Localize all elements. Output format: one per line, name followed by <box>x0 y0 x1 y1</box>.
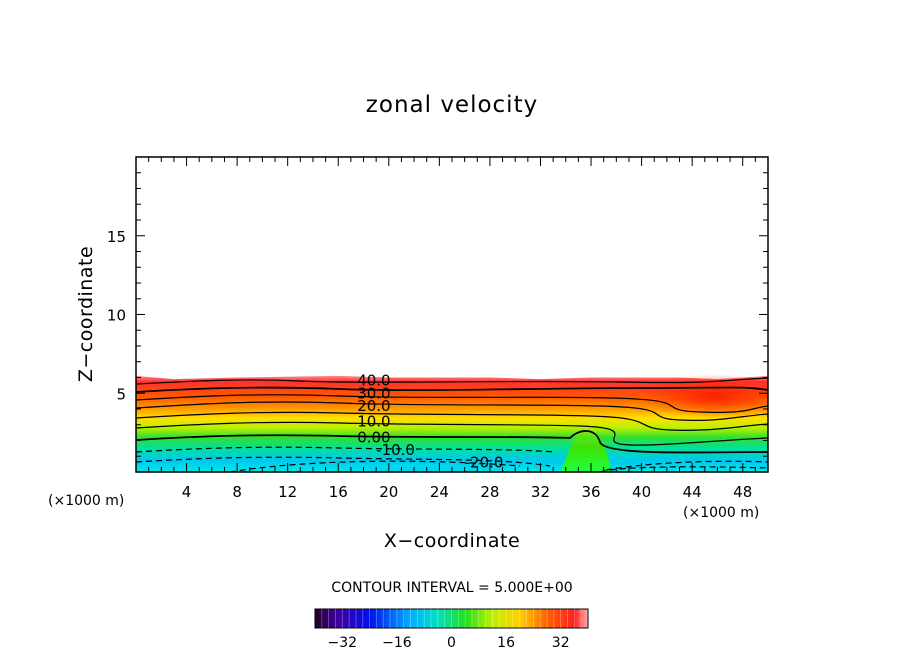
x-tick-label: 4 <box>182 483 192 501</box>
contour-label: 30.0 <box>357 384 390 402</box>
x-tick-label: 12 <box>278 483 297 501</box>
colorbar-tick-label: 32 <box>552 635 570 651</box>
y-tick-label: 15 <box>107 228 126 246</box>
x-tick-label: 32 <box>531 483 550 501</box>
x-unit-left: (×1000 m) <box>48 493 124 509</box>
x-axis-label: X−coordinate <box>384 530 520 552</box>
x-tick-label: 16 <box>329 483 348 501</box>
contour-line <box>136 456 551 467</box>
colorbar-tick-label: −32 <box>328 635 358 651</box>
x-axis: 4 8 12 16 20 24 28 32 36 40 44 48 <box>148 157 756 501</box>
contour-line <box>136 394 768 413</box>
y-tick-label: 5 <box>116 385 126 403</box>
contour-label: -10.0 <box>376 441 415 459</box>
x-tick-label: 48 <box>733 483 752 501</box>
colorbar: −32 −16 0 16 32 <box>314 608 589 651</box>
contour-label: 40.0 <box>357 372 390 390</box>
contour-labels: 40.030.020.010.00.00-10.0 -20.0 <box>357 372 503 472</box>
contour-interval-text: CONTOUR INTERVAL = 5.000E+00 <box>331 580 572 596</box>
contour-line <box>136 401 768 421</box>
colorbar-ticks: −32 −16 0 16 32 <box>321 609 582 651</box>
contour-label: 0.00 <box>357 428 390 446</box>
x-tick-label: 44 <box>683 483 702 501</box>
y-tick-label: 10 <box>107 307 126 325</box>
contour-lines <box>136 377 768 472</box>
colorbar-scale <box>314 608 589 629</box>
contour-line <box>136 446 556 453</box>
contour-line <box>136 421 768 446</box>
x-tick-label: 24 <box>430 483 449 501</box>
x-tick-label: 28 <box>480 483 499 501</box>
colorbar-tick-label: −16 <box>382 635 412 651</box>
contour-line <box>599 466 768 472</box>
contour-line <box>136 386 768 393</box>
contour-label: 10.0 <box>357 413 390 431</box>
contour-line <box>136 411 768 431</box>
x-tick-label: 36 <box>581 483 600 501</box>
contour-line <box>605 460 768 471</box>
y-axis-label: Z−coordinate <box>75 246 97 382</box>
chart-title: zonal velocity <box>366 92 538 118</box>
x-tick-label: 40 <box>632 483 651 501</box>
x-unit-right: (×1000 m) <box>683 505 759 521</box>
contour-label: -20.0 <box>465 454 504 472</box>
contour-label: 20.0 <box>357 397 390 415</box>
contour-line <box>136 430 768 454</box>
x-tick-label: 20 <box>379 483 398 501</box>
colorbar-tick-label: 16 <box>497 635 515 651</box>
x-tick-label: 8 <box>232 483 242 501</box>
y-axis: 5 10 15 <box>107 172 768 457</box>
colorbar-tick-label: 0 <box>447 635 456 651</box>
contour-line <box>136 377 768 385</box>
contour-line <box>229 460 521 472</box>
